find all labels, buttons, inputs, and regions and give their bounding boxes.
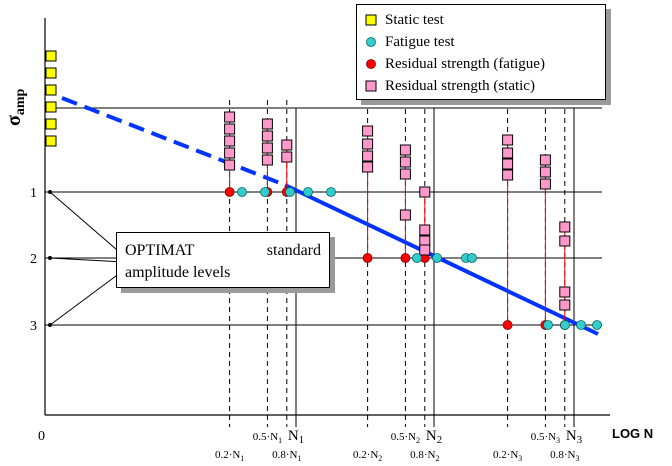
fatigue-test-point [237, 187, 247, 197]
residual-static-point [502, 169, 514, 181]
annotation-word-optimat: OPTIMAT [125, 242, 195, 259]
square-icon [363, 78, 379, 94]
x-tick-label: 0.8·N3 [550, 449, 579, 463]
residual-static-point [224, 111, 236, 123]
circle-icon [363, 56, 379, 72]
residual-static-point [502, 158, 514, 170]
x-tick-label: 0.5·N3 [531, 431, 560, 445]
leader-line-level-3 [49, 269, 125, 326]
fatigue-test-point [560, 320, 570, 330]
y-tick-label: 3 [30, 319, 37, 334]
residual-static-point [261, 142, 273, 154]
y-axis-label: σamp [3, 88, 28, 126]
residual-static-point [539, 166, 551, 178]
static-test-point [45, 101, 57, 113]
x-tick-label: N3 [566, 428, 582, 446]
static-test-point [45, 50, 57, 62]
legend-item-residual-fatigue: Residual strength (fatigue) [363, 53, 605, 75]
residual-static-point [281, 139, 293, 151]
annotation-line-2: amplitude levels [125, 264, 231, 281]
circle-icon [363, 34, 379, 50]
residual-static-point [419, 186, 431, 198]
residual-static-point [281, 151, 293, 163]
x-tick-label: 0.2·N3 [493, 449, 522, 463]
data-marks [45, 50, 602, 336]
annotation-leaders [49, 191, 125, 326]
leader-line-level-2 [49, 257, 125, 263]
x-axis-label: LOG N [612, 426, 653, 441]
legend-label: Fatigue test [385, 33, 455, 50]
residual-static-point [399, 144, 411, 156]
x-tick-label: N1 [288, 428, 304, 446]
annotation-box: OPTIMAT standard amplitude levels [116, 232, 330, 288]
fatigue-test-point [592, 320, 602, 330]
residual-fatigue-point [400, 253, 411, 263]
residual-static-point [224, 159, 236, 171]
leader-line-level-1 [49, 191, 125, 257]
fatigue-test-point [412, 253, 422, 263]
legend-label: Residual strength (static) [385, 77, 535, 94]
residual-static-point [362, 150, 374, 162]
x-tick-label: 0.5·N2 [391, 431, 420, 445]
residual-static-point [261, 118, 273, 130]
static-test-point [45, 84, 57, 96]
fatigue-test-point [432, 253, 442, 263]
x-tick-label: 0.2·N2 [353, 449, 382, 463]
x-tick-label: N2 [426, 428, 442, 446]
axes: σamp 0 LOG N 1 2 3 0.2·N1 0.5·N1 0.8·N1 N1 0.2·… [3, 18, 653, 463]
fatigue-test-point [467, 253, 477, 263]
residual-static-point [559, 235, 571, 247]
residual-static-point [224, 135, 236, 147]
legend-item-fatigue-test: Fatigue test [363, 31, 605, 53]
residual-static-point [261, 154, 273, 166]
residual-static-point [539, 154, 551, 166]
residual-static-point [419, 244, 431, 256]
x-tick-label: 0.8·N1 [272, 449, 301, 463]
legend-item-residual-static: Residual strength (static) [363, 75, 605, 97]
residual-static-point [362, 138, 374, 150]
residual-fatigue-point [502, 320, 513, 330]
residual-fatigue-point [224, 187, 235, 197]
residual-static-point [502, 134, 514, 146]
residual-static-point [559, 299, 571, 311]
residual-fatigue-point [362, 253, 373, 263]
legend-label: Residual strength (fatigue) [385, 55, 545, 72]
residual-static-point [399, 168, 411, 180]
residual-static-point [224, 147, 236, 159]
x-tick-label: 0.8·N2 [410, 449, 439, 463]
annotation-line-1: OPTIMAT standard [125, 240, 321, 262]
annotation-word-standard: standard [266, 242, 321, 259]
legend-item-static-test: Static test [363, 9, 605, 31]
residual-static-point [362, 161, 374, 173]
residual-static-point [539, 178, 551, 190]
fatigue-test-point [303, 187, 313, 197]
fatigue-test-point [326, 187, 336, 197]
residual-static-point [502, 147, 514, 159]
x-tick-label: 0.5·N1 [253, 431, 282, 445]
residual-static-point [419, 224, 431, 236]
legend: Static test Fatigue test Residual streng… [356, 4, 606, 100]
fatigue-test-point [576, 320, 586, 330]
y-tick-label: 2 [30, 252, 37, 267]
fatigue-test-point [543, 320, 553, 330]
fatigue-test-point [260, 187, 270, 197]
origin-label: 0 [38, 429, 45, 444]
x-tick-label: 0.2·N1 [215, 449, 244, 463]
square-icon [363, 12, 379, 28]
residual-static-point [362, 125, 374, 137]
static-test-point [45, 118, 57, 130]
residual-static-point [261, 130, 273, 142]
static-test-point [45, 67, 57, 79]
y-tick-label: 1 [30, 186, 37, 201]
static-test-point [45, 135, 57, 147]
fatigue-test-point [285, 187, 295, 197]
residual-static-point [399, 156, 411, 168]
residual-static-point [559, 221, 571, 233]
residual-static-point [224, 123, 236, 135]
residual-static-point [559, 286, 571, 298]
legend-label: Static test [385, 11, 444, 28]
residual-static-point [399, 209, 411, 221]
sn-curve-extrapolated [61, 96, 286, 187]
